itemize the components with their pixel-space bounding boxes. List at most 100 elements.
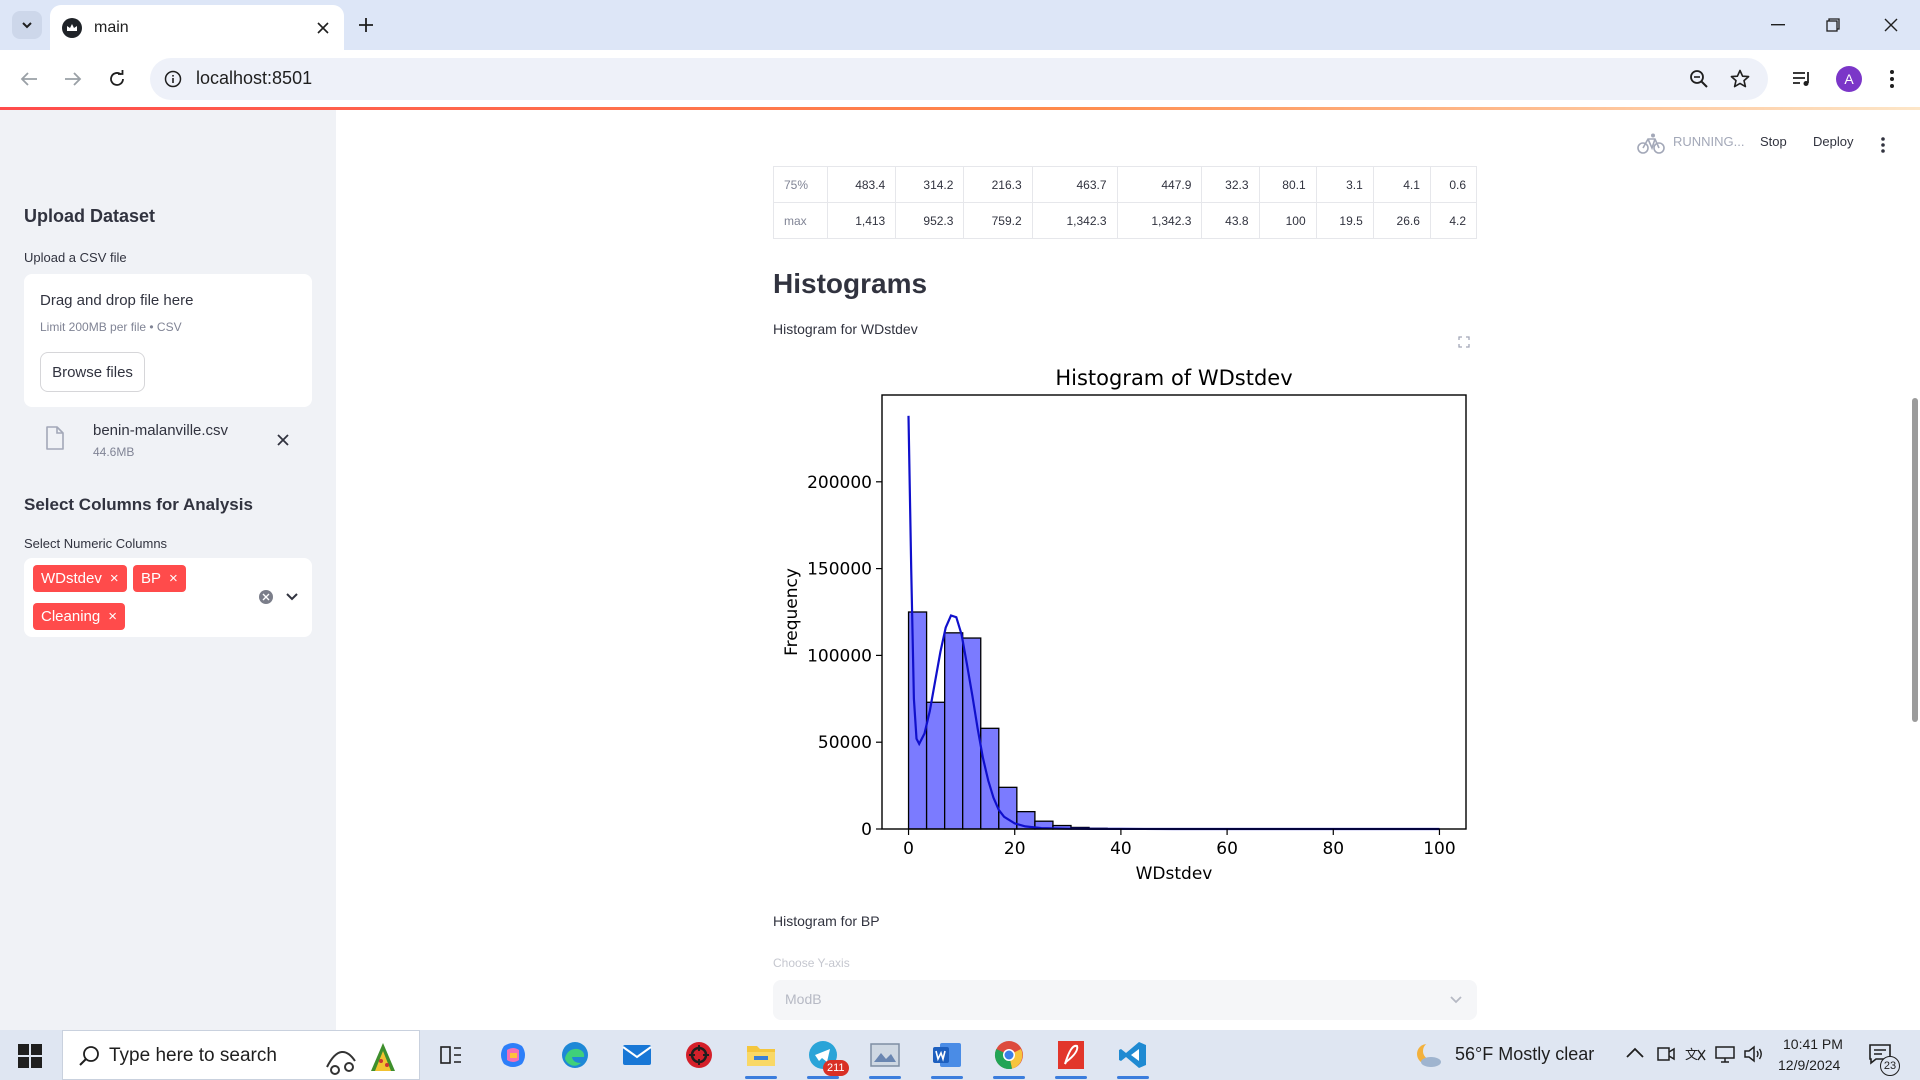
y-tick-label: 100000 [807,646,872,666]
running-indicator [1055,1076,1087,1079]
expand-icon [1458,336,1470,348]
chrome-icon[interactable] [993,1039,1025,1071]
stop-button[interactable]: Stop [1760,134,1787,149]
reload-icon [110,70,124,86]
security-app-icon[interactable] [683,1039,715,1071]
bookmark-star-icon[interactable] [1728,67,1752,91]
running-status: RUNNING... [1673,134,1745,149]
x-tick-label: 40 [1110,839,1132,859]
browser-tab-bar: main [0,0,1920,50]
minimize-button[interactable] [1765,12,1791,38]
dropzone-limit: Limit 200MB per file • CSV [40,320,182,334]
plus-icon [359,18,373,32]
page-scrollbar[interactable] [1912,398,1918,722]
hist-wdstdev-caption: Histogram for WDstdev [773,321,918,337]
photos-app-icon[interactable] [869,1039,901,1071]
chip-remove-icon[interactable]: × [109,570,119,587]
volume-icon[interactable] [1743,1044,1765,1064]
reload-button[interactable] [104,66,130,92]
edge-browser-icon[interactable] [559,1039,591,1071]
tab-title: main [94,18,129,36]
taskbar-search-box[interactable]: Type here to search [62,1030,420,1080]
file-icon [46,426,64,450]
browser-tab[interactable]: main [50,5,344,50]
chevron-up-icon[interactable] [1626,1047,1644,1059]
chip-remove-icon[interactable]: × [108,608,117,625]
profile-avatar[interactable]: A [1836,66,1862,92]
mail-icon[interactable] [621,1039,653,1071]
windows-start-icon[interactable] [18,1044,42,1068]
table-row: 75% 483.4 314.2 216.3 463.7 447.9 32.3 80.1 3.1 4… [773,166,1478,203]
site-info-icon[interactable] [162,68,184,90]
vscode-icon[interactable] [1117,1039,1149,1071]
clock-time[interactable]: 10:41 PM [1783,1036,1843,1052]
close-icon [317,22,329,34]
new-tab-button[interactable] [354,13,378,37]
tab-close-button[interactable] [312,17,334,39]
select-value: ModB [785,991,822,1007]
ime-language-icon[interactable]: 文 [1684,1044,1706,1064]
weather-text[interactable]: 56°F Mostly clear [1455,1044,1595,1064]
chip-label: BP [141,570,162,587]
app-menu-icon[interactable] [1880,137,1886,153]
y-tick-label: 150000 [807,560,872,580]
browser-menu-icon[interactable] [1880,67,1904,91]
svg-text:文: 文 [1685,1048,1698,1063]
table-cell: 463.7 [1031,166,1118,203]
close-icon [1884,18,1898,32]
notification-center-icon[interactable] [1868,1043,1892,1065]
word-icon[interactable] [931,1039,963,1071]
pdf-reader-icon[interactable] [1055,1039,1087,1071]
hist-bp-caption: Histogram for BP [773,913,880,929]
table-cell: 80.1 [1258,166,1317,203]
table-cell: 43.8 [1201,202,1260,239]
search-icon [77,1044,101,1068]
running-bicycle-icon [1637,133,1665,154]
minimize-icon [1771,24,1785,26]
task-view-icon[interactable] [435,1039,467,1071]
forward-button[interactable] [60,66,86,92]
running-indicator [1117,1076,1149,1079]
y-axis-select[interactable]: ModB [773,980,1477,1020]
chevron-down-icon [22,22,32,29]
media-controls-icon[interactable] [1790,67,1814,91]
table-cell: 3.1 [1315,166,1374,203]
tab-search-button[interactable] [12,11,42,39]
browse-files-button[interactable]: Browse files [40,352,145,392]
chip-bp: BP × [133,565,186,592]
zoom-icon[interactable] [1687,67,1711,91]
url-text[interactable]: localhost:8501 [196,68,313,88]
deploy-button[interactable]: Deploy [1813,134,1854,149]
histogram-bar [907,611,928,830]
back-button[interactable] [16,66,42,92]
file-dropzone[interactable]: Drag and drop file here Limit 200MB per … [24,274,312,407]
chevron-down-icon[interactable] [283,588,301,606]
weather-moon-icon[interactable] [1413,1042,1443,1070]
table-cell: 483.4 [826,166,897,203]
chart-title: Histogram of WDstdev [1055,366,1292,390]
network-icon[interactable] [1714,1044,1736,1064]
close-window-button[interactable] [1878,12,1904,38]
clock-date[interactable]: 12/9/2024 [1778,1057,1841,1073]
remove-file-button[interactable] [273,430,293,450]
row-index-label: max [773,202,828,239]
chip-remove-icon[interactable]: × [169,570,178,587]
chevron-down-icon [1447,991,1465,1009]
copilot-icon[interactable] [497,1039,529,1071]
running-indicator [993,1076,1025,1079]
address-bar[interactable] [150,58,1768,100]
running-indicator [745,1076,777,1079]
restore-icon [1826,18,1840,32]
clear-all-icon[interactable] [259,590,273,604]
table-cell: 4.1 [1372,166,1431,203]
meet-now-icon[interactable] [1656,1044,1676,1064]
arrow-left-icon [20,72,37,86]
histogram-bars [907,611,1126,830]
file-explorer-icon[interactable] [745,1039,777,1071]
chip-label: Cleaning [41,608,101,625]
chip-wdstdev: WDstdev × [33,565,127,592]
fullscreen-button[interactable] [1454,332,1474,352]
numeric-columns-multiselect[interactable]: WDstdev × BP × Cleaning × [24,558,312,637]
search-placeholder: Type here to search [109,1045,277,1066]
restore-button[interactable] [1820,12,1846,38]
